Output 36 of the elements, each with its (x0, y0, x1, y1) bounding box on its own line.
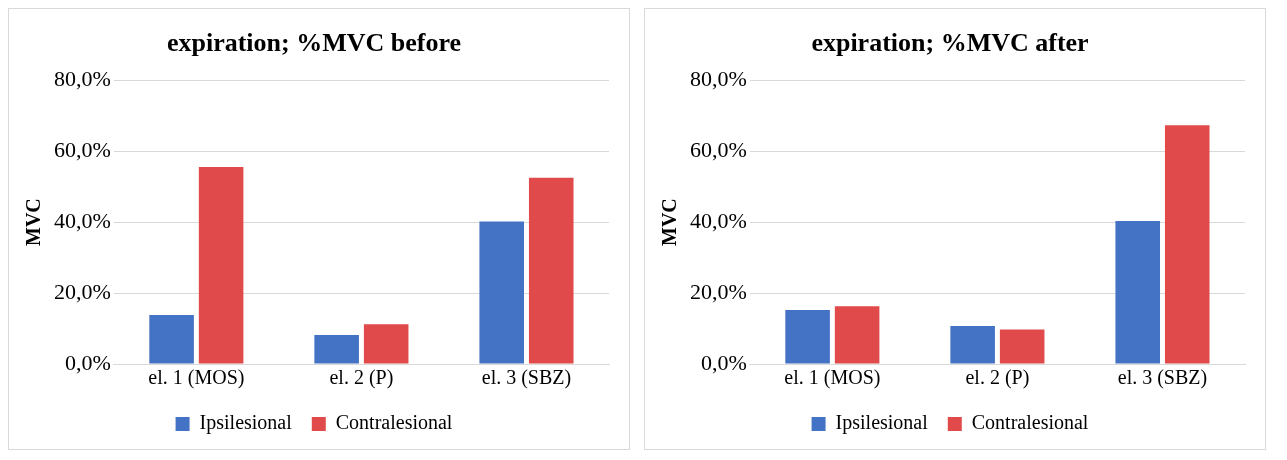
bar (999, 329, 1045, 364)
y-tick-label: 80,0% (690, 65, 747, 91)
chart-title: expiration; %MVC before (166, 28, 462, 58)
x-tick-label: el. 3 (SBZ) (1117, 366, 1208, 390)
y-tick-label: 20,0% (54, 278, 111, 304)
bar (528, 177, 574, 364)
x-tick-label: el. 2 (P) (965, 366, 1030, 390)
bar (950, 326, 995, 364)
bar (479, 221, 524, 364)
legend-label: Contralesional (971, 411, 1089, 434)
x-tick-label: el. 1 (MOS) (148, 366, 245, 390)
bar (149, 315, 194, 364)
bar (314, 334, 359, 364)
bar (1115, 221, 1160, 364)
y-tick-label: 0,0% (65, 349, 111, 375)
legend-label: Ipsilesional (835, 411, 929, 435)
y-axis-title: MVC (22, 198, 45, 246)
bar (363, 324, 409, 364)
x-tick-label: el. 1 (MOS) (784, 366, 881, 390)
legend-label: Ipsilesional (199, 411, 293, 435)
y-tick-label: 40,0% (690, 207, 747, 233)
bar (785, 310, 830, 364)
y-tick-label: 0,0% (701, 349, 747, 375)
y-tick-label: 60,0% (690, 136, 747, 162)
legend-label: Contralesional (335, 411, 453, 434)
x-tick-label: el. 2 (P) (329, 366, 394, 390)
y-tick-label: 60,0% (54, 136, 111, 162)
y-tick-label: 80,0% (54, 65, 111, 91)
bar (1164, 125, 1210, 364)
y-tick-label: 40,0% (54, 207, 111, 233)
y-tick-label: 20,0% (690, 278, 747, 304)
chart-title: expiration; %MVC after (811, 28, 1089, 58)
x-tick-label: el. 3 (SBZ) (481, 366, 572, 390)
bar (834, 306, 880, 364)
y-axis-title: MVC (658, 198, 681, 246)
bar (198, 167, 244, 364)
